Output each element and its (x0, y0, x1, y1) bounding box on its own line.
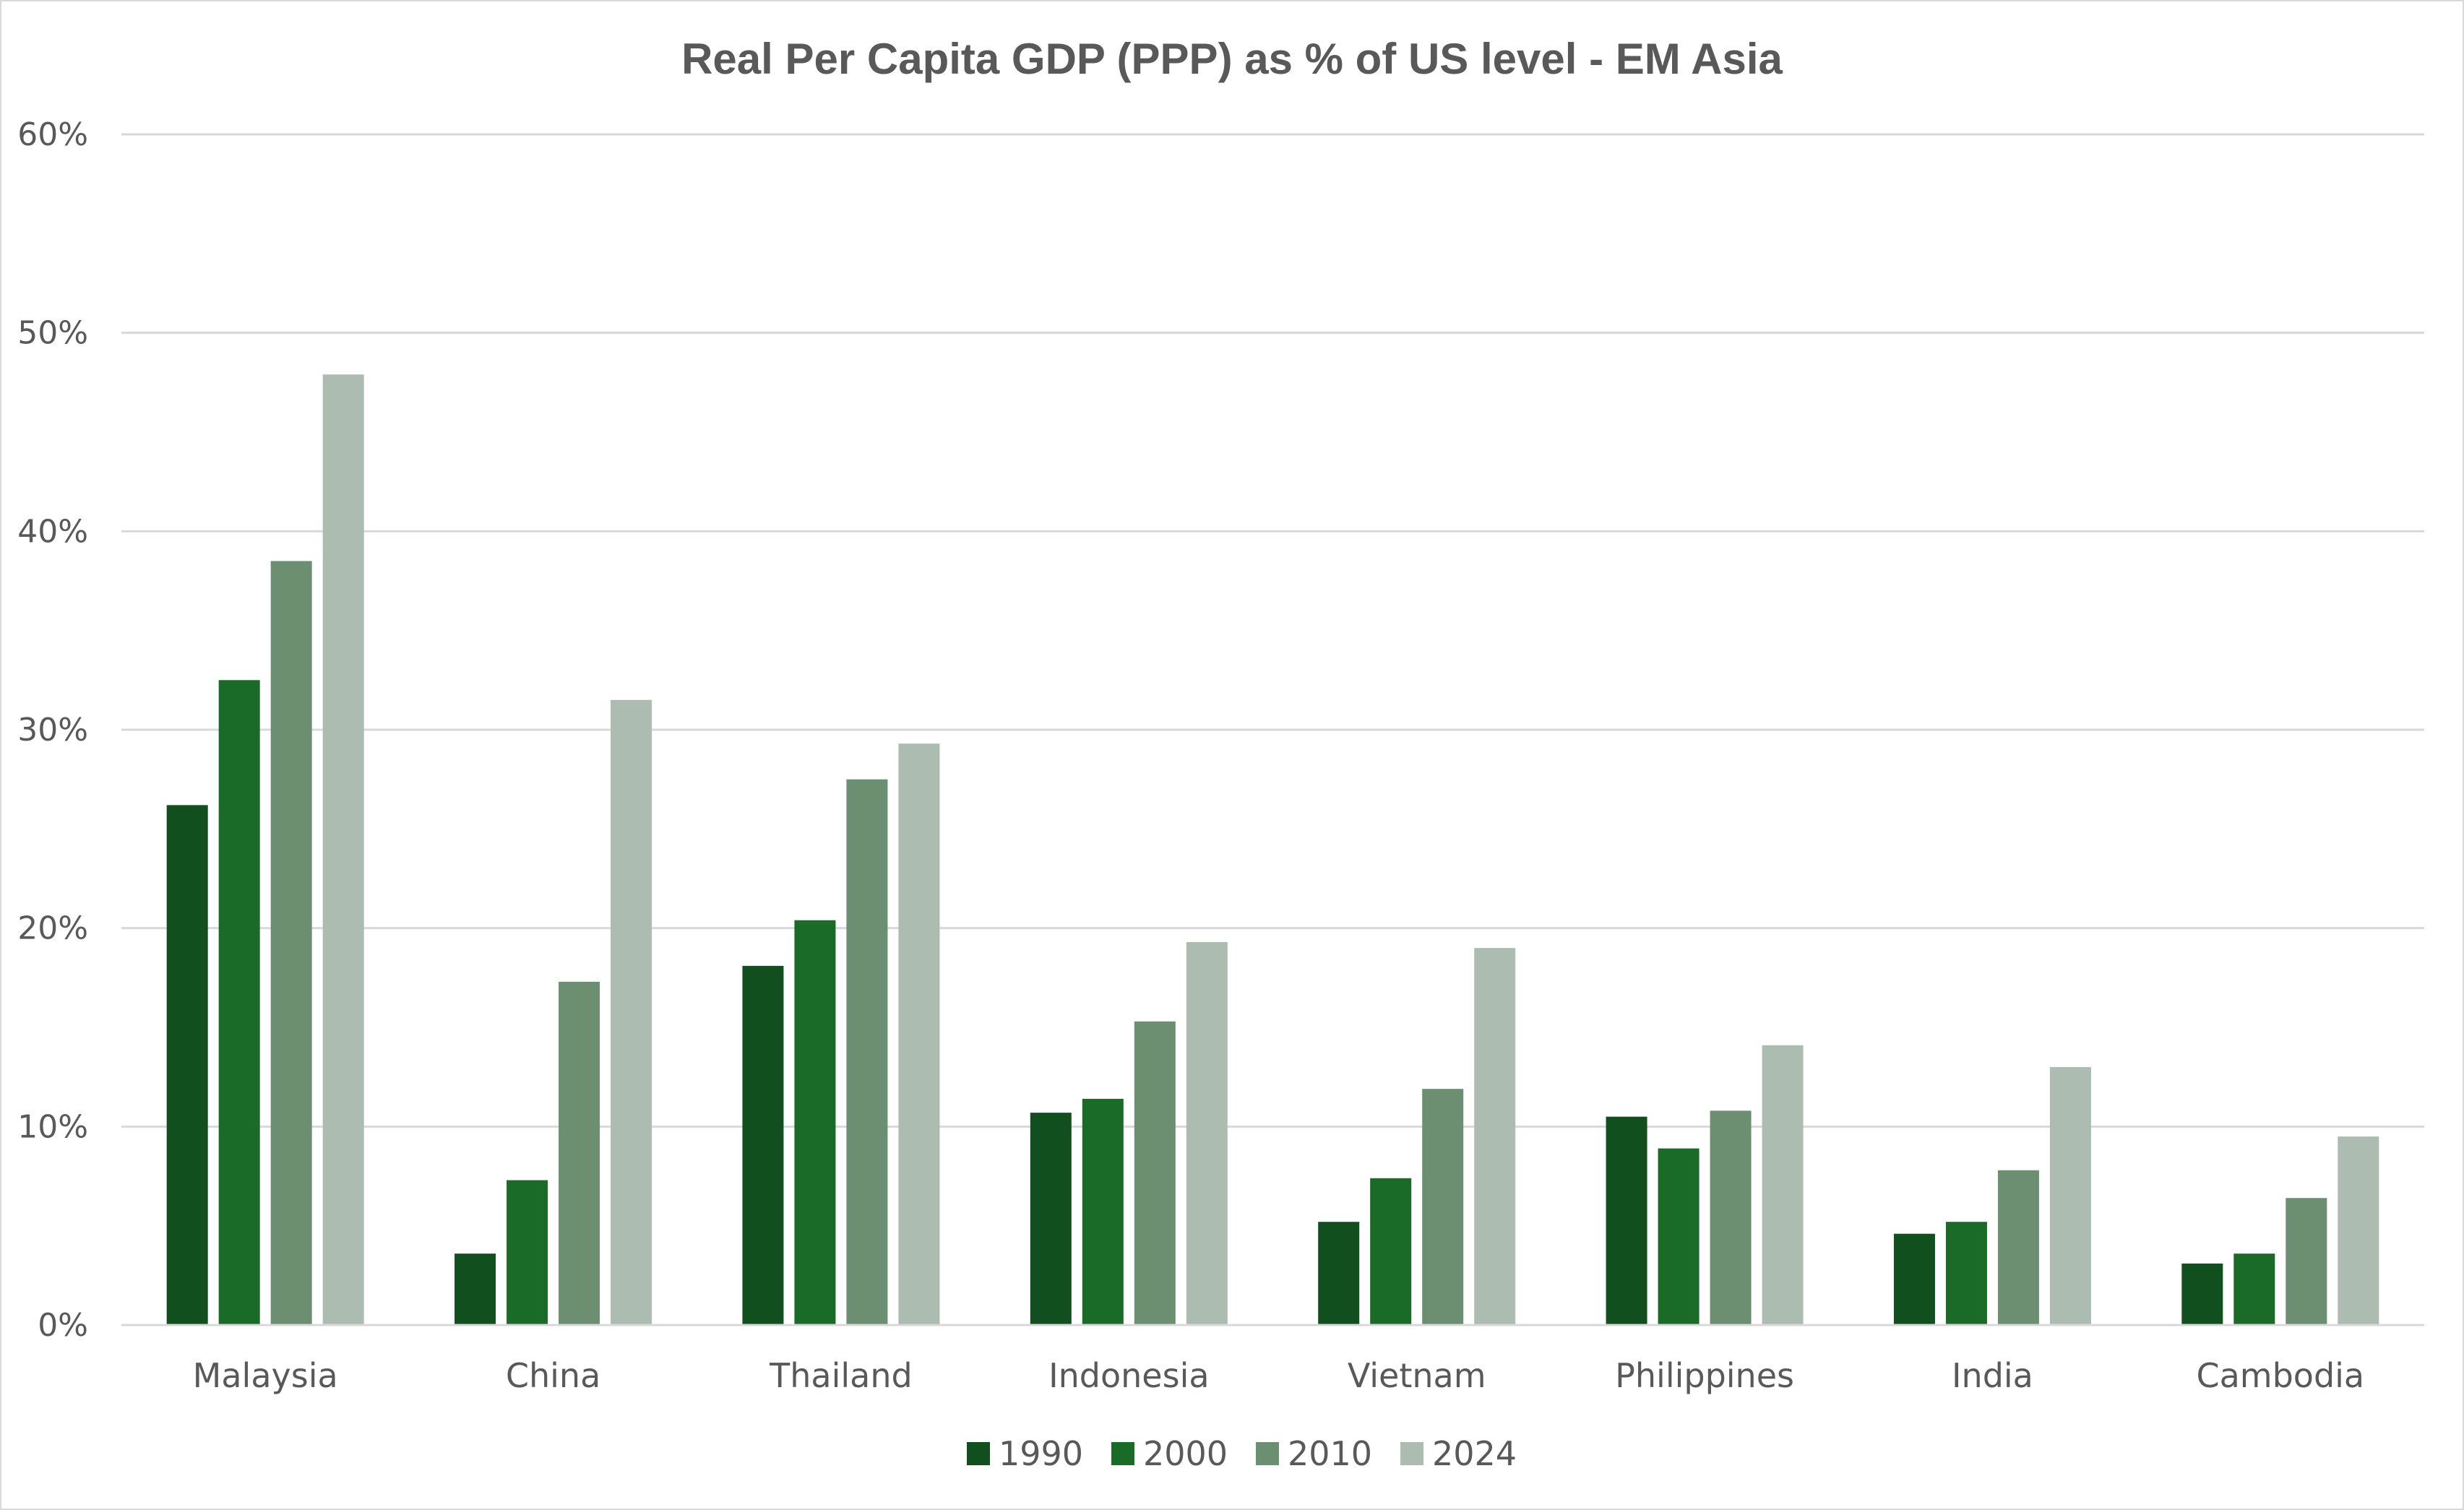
chart-title: Real Per Capita GDP (PPP) as % of US lev… (681, 35, 1783, 83)
bar-philippines-1990 (1606, 1116, 1647, 1325)
bar-vietnam-2024 (1474, 948, 1516, 1325)
bar-china-1990 (455, 1254, 496, 1325)
bar-vietnam-1990 (1318, 1222, 1360, 1325)
y-tick-label: 50% (17, 315, 88, 352)
x-category-label: Thailand (769, 1356, 913, 1395)
bar-philippines-2024 (1762, 1045, 1804, 1325)
y-tick-label: 30% (17, 712, 88, 748)
y-axis-ticks: 0% 10% 20% 30% 40% 50% 60% (17, 116, 88, 1344)
bar-india-2010 (1997, 1170, 2039, 1325)
legend-swatch-2000 (1111, 1442, 1134, 1465)
bar-thailand-2000 (794, 920, 836, 1325)
bar-malaysia-2024 (322, 374, 364, 1325)
x-category-label: China (506, 1356, 600, 1395)
legend-swatch-1990 (967, 1442, 990, 1465)
bar-thailand-2010 (846, 779, 888, 1325)
legend: 1990 2000 2010 2024 (967, 1434, 1517, 1473)
y-tick-label: 0% (38, 1307, 88, 1344)
x-category-label: Indonesia (1048, 1356, 1209, 1395)
bar-china-2000 (507, 1180, 548, 1325)
bar-indonesia-2024 (1186, 941, 1228, 1325)
bar-vietnam-2010 (1422, 1089, 1464, 1325)
bar-cambodia-2010 (2286, 1198, 2327, 1325)
bar-china-2010 (559, 981, 600, 1325)
bar-india-2024 (2049, 1066, 2091, 1325)
legend-swatch-2010 (1256, 1442, 1279, 1465)
bar-thailand-1990 (742, 965, 784, 1325)
legend-label: 2010 (1288, 1434, 1372, 1473)
bar-malaysia-2000 (218, 680, 260, 1325)
x-category-label: Malaysia (193, 1356, 338, 1395)
bar-china-2024 (611, 699, 652, 1325)
x-category-label: Philippines (1615, 1356, 1794, 1395)
legend-label: 2000 (1143, 1434, 1228, 1473)
x-category-label: India (1952, 1356, 2033, 1395)
y-tick-label: 60% (17, 116, 88, 153)
legend-swatch-2024 (1400, 1442, 1423, 1465)
bar-cambodia-1990 (2181, 1263, 2223, 1325)
x-axis-categories: Malaysia China Thailand Indonesia Vietnam Phi… (193, 1356, 2364, 1395)
legend-label: 1990 (999, 1434, 1083, 1473)
y-tick-label: 10% (17, 1108, 88, 1145)
bar-vietnam-2000 (1370, 1178, 1412, 1325)
legend-label: 2024 (1432, 1434, 1517, 1473)
gridlines (121, 133, 2424, 1128)
y-tick-label: 20% (17, 910, 88, 947)
bar-cambodia-2000 (2233, 1254, 2275, 1325)
bar-philippines-2000 (1658, 1148, 1700, 1325)
bar-malaysia-2010 (270, 561, 312, 1325)
x-category-label: Vietnam (1348, 1356, 1486, 1395)
bar-indonesia-2010 (1134, 1021, 1176, 1325)
bar-indonesia-1990 (1030, 1113, 1072, 1325)
x-category-label: Cambodia (2196, 1356, 2364, 1395)
bar-malaysia-1990 (166, 805, 208, 1325)
y-tick-label: 40% (17, 513, 88, 550)
bar-india-2000 (1945, 1222, 1987, 1325)
bar-india-1990 (1893, 1233, 1935, 1325)
bars (166, 374, 2379, 1325)
bar-indonesia-2000 (1082, 1098, 1124, 1325)
bar-philippines-2010 (1710, 1110, 1752, 1325)
bar-cambodia-2024 (2338, 1136, 2379, 1325)
bar-thailand-2024 (898, 743, 940, 1325)
